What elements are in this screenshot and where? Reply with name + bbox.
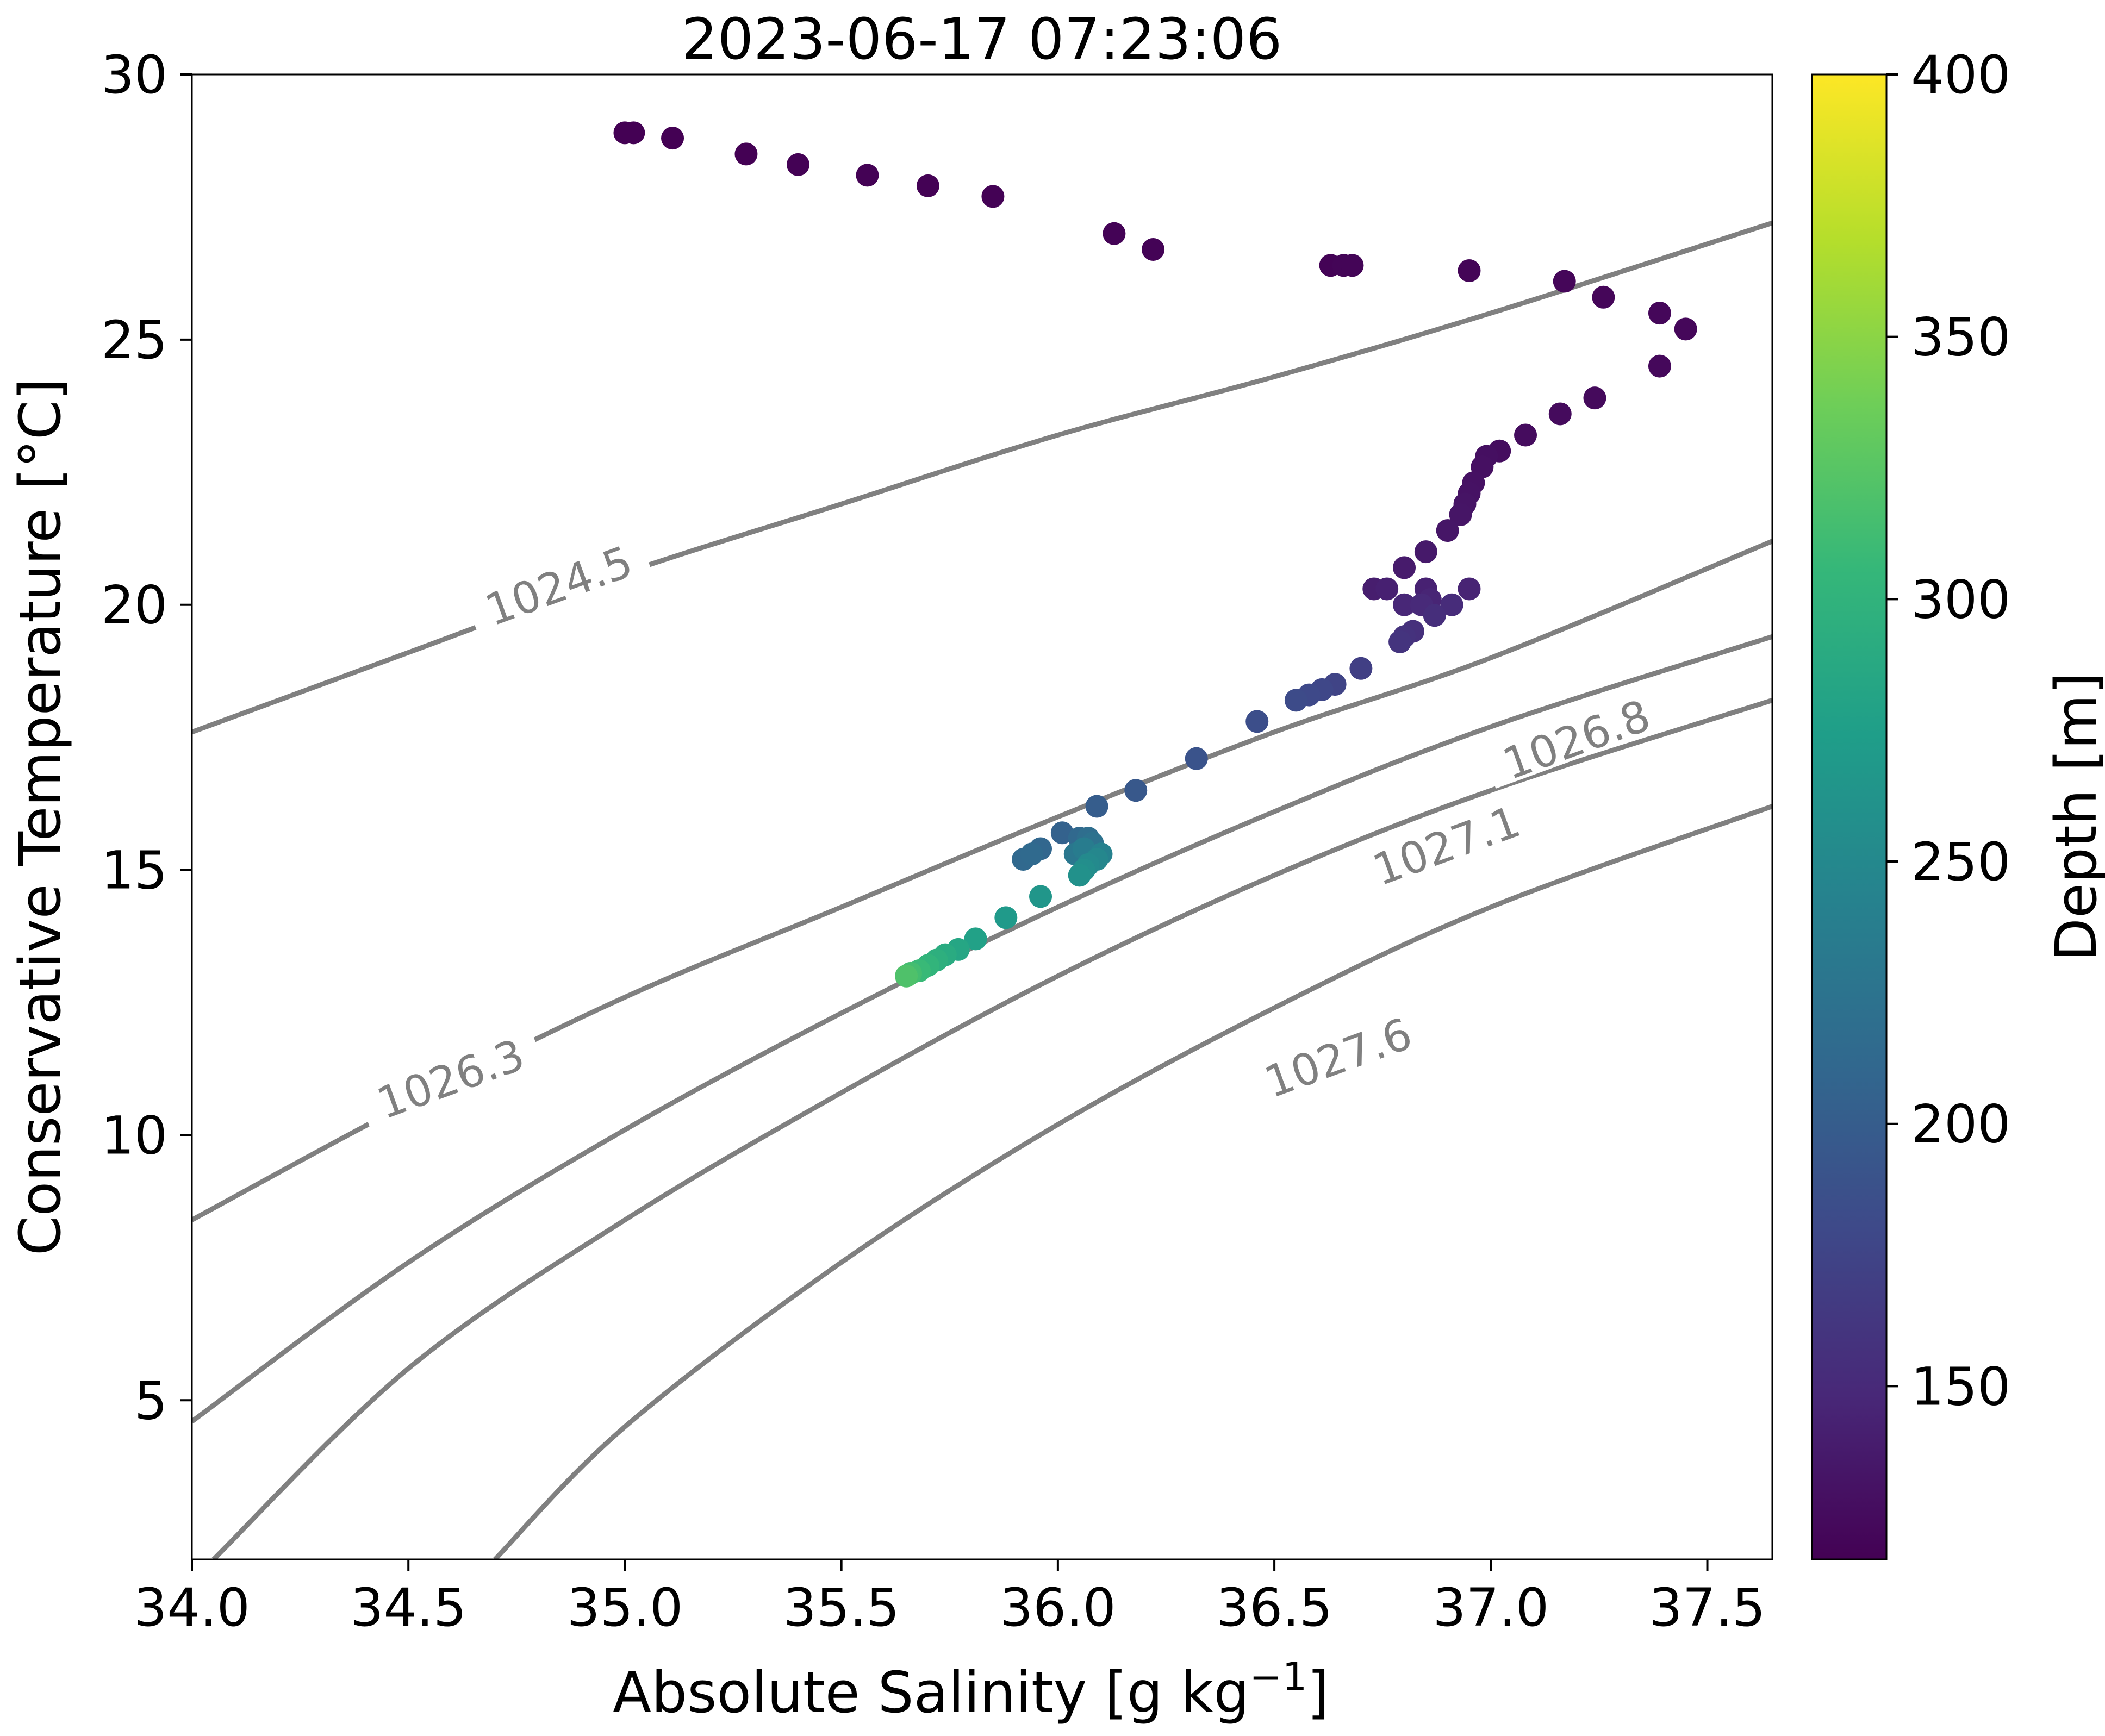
density-contours xyxy=(192,220,1772,1559)
data-point xyxy=(1423,604,1446,627)
colorbar-tick-label: 250 xyxy=(1911,832,2010,892)
x-tick-label: 36.0 xyxy=(1000,1577,1116,1638)
x-tick-label: 36.5 xyxy=(1216,1577,1332,1638)
y-tick-label: 5 xyxy=(134,1370,167,1431)
contour-label-1: 1026.3 xyxy=(355,1023,544,1129)
data-point xyxy=(1393,556,1416,579)
x-axis-label: Absolute Salinity [g kg−1] xyxy=(613,1654,1329,1726)
data-point xyxy=(1648,354,1671,378)
data-point xyxy=(1185,747,1208,770)
contour-label-text: 1026.8 xyxy=(1496,690,1656,790)
data-point xyxy=(1085,795,1108,818)
contour-label-gap xyxy=(1351,790,1540,895)
data-point xyxy=(916,174,939,197)
data-point xyxy=(1393,593,1416,616)
y-tick-label: 20 xyxy=(101,575,167,636)
y-tick-label: 25 xyxy=(101,310,167,371)
x-tick-label: 35.0 xyxy=(567,1577,683,1638)
data-point xyxy=(622,121,645,145)
data-point xyxy=(1124,779,1148,802)
data-point xyxy=(994,906,1018,929)
data-point xyxy=(1388,630,1412,654)
data-point xyxy=(661,127,684,150)
data-point xyxy=(856,164,879,187)
data-point xyxy=(1592,285,1615,309)
contour-label-gap xyxy=(1243,1002,1431,1107)
contour-line-3 xyxy=(211,698,1772,1559)
data-point xyxy=(1553,270,1576,293)
data-point xyxy=(1440,593,1463,616)
x-tick-label: 37.5 xyxy=(1649,1577,1766,1638)
contour-line-0 xyxy=(192,220,1772,735)
data-point xyxy=(1341,254,1364,277)
data-point xyxy=(1020,842,1044,866)
data-point xyxy=(787,153,810,176)
data-point xyxy=(1142,238,1165,261)
data-points xyxy=(613,121,1697,988)
data-point xyxy=(895,964,918,988)
x-tick-label: 34.5 xyxy=(350,1577,466,1638)
data-point xyxy=(981,185,1005,208)
data-point xyxy=(734,142,758,166)
data-point xyxy=(1674,317,1697,341)
colorbar-tick-label: 300 xyxy=(1911,569,2010,630)
contour-label-0: 1024.5 xyxy=(463,530,652,636)
data-point xyxy=(1245,710,1269,733)
contour-label-gap xyxy=(1481,684,1670,789)
data-point xyxy=(1068,864,1091,887)
data-point xyxy=(1050,821,1074,845)
y-tick-label: 30 xyxy=(101,45,167,105)
contour-label-text: 1027.6 xyxy=(1258,1008,1418,1108)
y-axis-ticks: 5 10 15 20 25 30 xyxy=(101,45,192,1431)
data-point xyxy=(1583,386,1606,410)
contour-label-4: 1027.6 xyxy=(1243,1002,1431,1108)
colorbar-label: Depth [m] xyxy=(2043,672,2105,961)
y-axis-label: Conservative Temperature [°C] xyxy=(7,378,73,1256)
colorbar-ticks: 150 200 250 300 350 400 xyxy=(1886,45,2010,1417)
x-tick-label: 37.0 xyxy=(1433,1577,1549,1638)
data-point xyxy=(1103,222,1126,245)
plot-frame xyxy=(191,73,1773,1560)
data-point xyxy=(1458,259,1481,283)
data-point xyxy=(1514,423,1537,447)
colorbar-tick-label: 350 xyxy=(1911,307,2010,368)
data-point xyxy=(1648,302,1671,325)
data-point xyxy=(1414,540,1437,564)
y-tick-label: 10 xyxy=(101,1105,167,1166)
x-axis-ticks: 34.0 34.5 35.0 35.5 36.0 36.5 37.0 37.5 xyxy=(134,1559,1765,1638)
colorbar-tick-label: 150 xyxy=(1911,1356,2010,1417)
data-point xyxy=(1548,402,1572,426)
data-point xyxy=(1449,503,1472,526)
contour-label-gap xyxy=(355,1023,544,1128)
data-point xyxy=(1375,577,1399,601)
data-point xyxy=(1436,519,1459,542)
colorbar-tick-label: 200 xyxy=(1911,1094,2010,1155)
contour-line-4 xyxy=(493,804,1772,1559)
contour-label-text: 1027.1 xyxy=(1366,796,1527,896)
data-point xyxy=(1458,577,1481,601)
data-point xyxy=(1349,657,1373,680)
contour-label-gap xyxy=(463,530,652,635)
x-tick-label: 34.0 xyxy=(134,1577,250,1638)
colorbar-tick-label: 400 xyxy=(1911,45,2010,105)
chart-title: 2023-06-17 07:23:06 xyxy=(682,6,1282,72)
data-point xyxy=(964,927,987,951)
colorbar xyxy=(1811,73,1888,1560)
contour-label-text: 1026.3 xyxy=(371,1029,531,1129)
contour-label-text: 1024.5 xyxy=(479,536,639,636)
contour-label-2: 1026.8 xyxy=(1481,684,1670,790)
data-point xyxy=(1029,885,1052,908)
x-tick-label: 35.5 xyxy=(783,1577,900,1638)
y-tick-label: 15 xyxy=(101,840,167,901)
data-point xyxy=(1284,689,1307,712)
